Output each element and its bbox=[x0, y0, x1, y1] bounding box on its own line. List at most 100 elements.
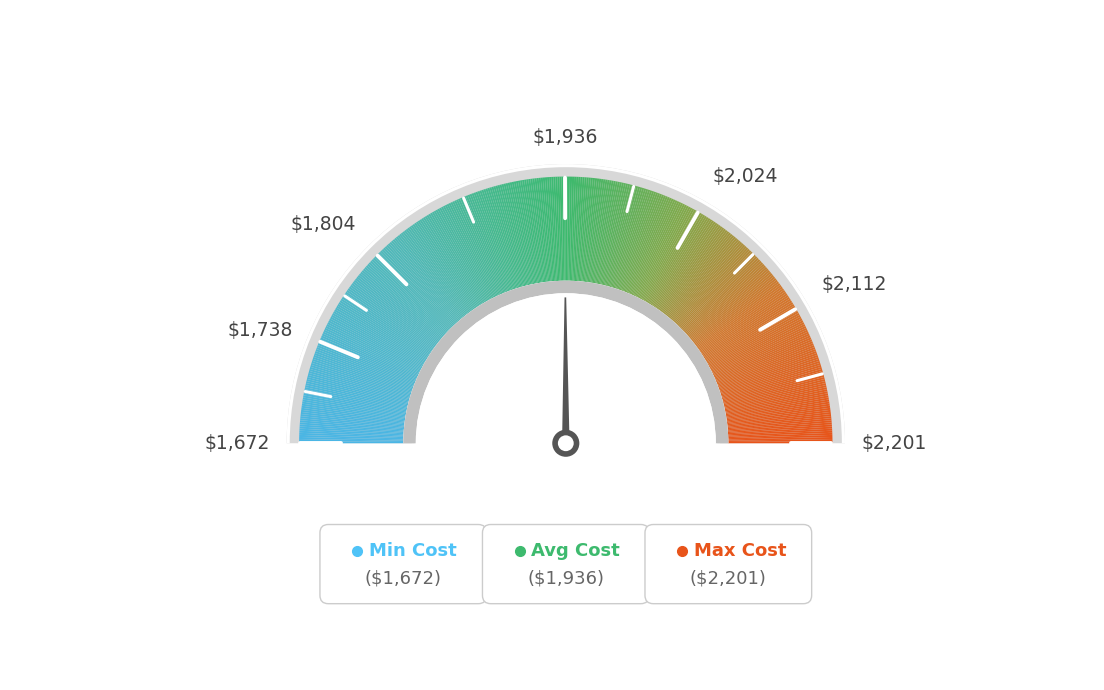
Wedge shape bbox=[520, 180, 539, 283]
Wedge shape bbox=[469, 194, 508, 292]
Wedge shape bbox=[300, 418, 404, 429]
Wedge shape bbox=[690, 272, 772, 339]
Wedge shape bbox=[301, 408, 405, 423]
Wedge shape bbox=[300, 420, 404, 431]
Wedge shape bbox=[704, 304, 794, 359]
Wedge shape bbox=[358, 275, 439, 342]
Wedge shape bbox=[583, 178, 595, 282]
Wedge shape bbox=[339, 302, 428, 358]
Wedge shape bbox=[724, 385, 827, 409]
Wedge shape bbox=[410, 226, 471, 312]
Wedge shape bbox=[721, 363, 820, 395]
FancyBboxPatch shape bbox=[482, 524, 649, 604]
Wedge shape bbox=[421, 218, 479, 307]
Text: ($2,201): ($2,201) bbox=[690, 570, 767, 588]
Wedge shape bbox=[725, 395, 828, 415]
Wedge shape bbox=[729, 437, 832, 441]
Wedge shape bbox=[688, 267, 767, 337]
Wedge shape bbox=[647, 213, 701, 304]
Wedge shape bbox=[311, 361, 411, 394]
Wedge shape bbox=[327, 324, 421, 372]
Wedge shape bbox=[549, 177, 556, 281]
Wedge shape bbox=[325, 328, 420, 374]
Wedge shape bbox=[493, 186, 523, 287]
Wedge shape bbox=[668, 235, 734, 317]
Wedge shape bbox=[650, 216, 707, 306]
Wedge shape bbox=[668, 237, 735, 318]
Wedge shape bbox=[595, 181, 616, 284]
Wedge shape bbox=[450, 202, 497, 297]
Wedge shape bbox=[626, 195, 666, 293]
Wedge shape bbox=[374, 256, 450, 330]
Wedge shape bbox=[705, 308, 796, 362]
Text: $1,936: $1,936 bbox=[532, 128, 597, 148]
Wedge shape bbox=[382, 249, 455, 326]
Wedge shape bbox=[508, 183, 532, 285]
Wedge shape bbox=[605, 184, 633, 286]
Wedge shape bbox=[633, 200, 678, 295]
Wedge shape bbox=[371, 259, 448, 332]
Wedge shape bbox=[729, 431, 832, 437]
Wedge shape bbox=[712, 326, 806, 373]
Wedge shape bbox=[287, 164, 845, 443]
Wedge shape bbox=[305, 387, 407, 411]
Wedge shape bbox=[527, 179, 543, 282]
Wedge shape bbox=[305, 389, 406, 411]
Wedge shape bbox=[368, 264, 446, 335]
Wedge shape bbox=[466, 195, 506, 293]
Wedge shape bbox=[447, 204, 495, 298]
Wedge shape bbox=[435, 210, 488, 302]
Wedge shape bbox=[310, 367, 410, 398]
Wedge shape bbox=[715, 337, 811, 380]
Wedge shape bbox=[678, 250, 752, 326]
Wedge shape bbox=[649, 215, 705, 305]
Wedge shape bbox=[718, 347, 815, 386]
Wedge shape bbox=[655, 220, 714, 308]
Wedge shape bbox=[551, 177, 559, 281]
Wedge shape bbox=[460, 197, 502, 294]
Wedge shape bbox=[711, 324, 805, 372]
Wedge shape bbox=[661, 228, 724, 313]
Wedge shape bbox=[714, 333, 809, 377]
Wedge shape bbox=[308, 375, 408, 403]
Wedge shape bbox=[510, 182, 533, 284]
Wedge shape bbox=[307, 377, 408, 404]
Wedge shape bbox=[627, 196, 668, 293]
Wedge shape bbox=[694, 279, 778, 345]
Wedge shape bbox=[487, 188, 519, 288]
Wedge shape bbox=[586, 179, 602, 282]
Wedge shape bbox=[300, 412, 404, 426]
Wedge shape bbox=[587, 179, 604, 282]
Wedge shape bbox=[707, 309, 797, 363]
Wedge shape bbox=[357, 277, 439, 343]
Wedge shape bbox=[365, 266, 445, 336]
Wedge shape bbox=[311, 363, 411, 395]
Wedge shape bbox=[662, 228, 726, 313]
Wedge shape bbox=[491, 186, 522, 287]
Wedge shape bbox=[565, 177, 567, 281]
Wedge shape bbox=[729, 433, 832, 438]
Wedge shape bbox=[558, 177, 562, 281]
Wedge shape bbox=[669, 238, 737, 319]
Wedge shape bbox=[604, 184, 630, 286]
Wedge shape bbox=[612, 187, 643, 288]
Wedge shape bbox=[644, 210, 697, 302]
Wedge shape bbox=[719, 353, 817, 389]
Wedge shape bbox=[431, 213, 485, 304]
Wedge shape bbox=[709, 317, 802, 367]
Wedge shape bbox=[518, 181, 538, 284]
Wedge shape bbox=[616, 190, 650, 289]
Wedge shape bbox=[312, 359, 412, 393]
Wedge shape bbox=[648, 214, 703, 304]
Wedge shape bbox=[299, 424, 404, 433]
Wedge shape bbox=[673, 243, 744, 322]
Wedge shape bbox=[308, 371, 410, 400]
Wedge shape bbox=[720, 357, 819, 392]
Wedge shape bbox=[353, 279, 437, 345]
Wedge shape bbox=[728, 412, 831, 426]
Wedge shape bbox=[622, 193, 660, 291]
Wedge shape bbox=[524, 179, 542, 283]
Wedge shape bbox=[666, 233, 731, 315]
Wedge shape bbox=[331, 315, 424, 366]
Wedge shape bbox=[401, 233, 466, 315]
